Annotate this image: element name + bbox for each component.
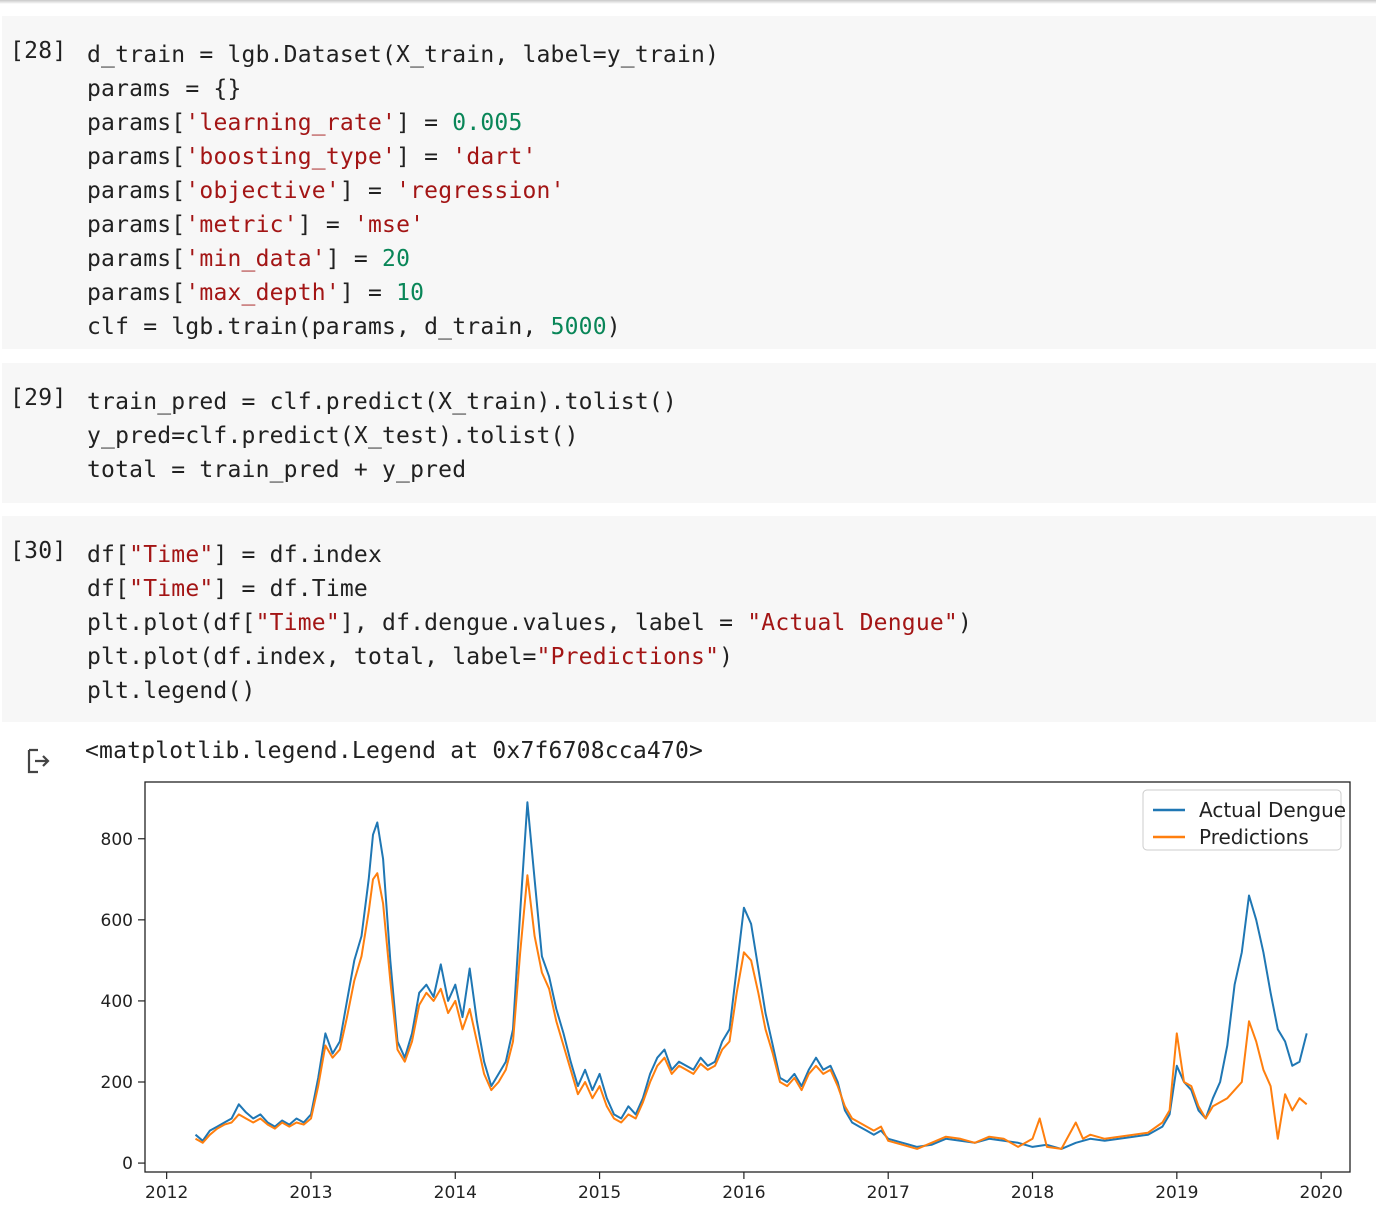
code-line: plt.plot(df.index, total, label="Predict… [87,640,972,674]
code-token: plt.plot(df.index, total, label= [87,644,537,670]
code-line: plt.legend() [87,674,972,708]
code-token: params[ [87,212,186,238]
code-cell-30[interactable]: [30] df["Time"] = df.index df["Time"] = d… [2,516,1376,722]
code-token: 'objective' [185,178,340,204]
code-token: 20 [382,246,411,272]
x-tick-label: 2018 [1011,1183,1054,1203]
x-tick-label: 2017 [867,1183,910,1203]
code-token: 'learning_rate' [185,110,397,136]
code-editor[interactable]: d_train = lgb.Dataset(X_train, label=y_t… [87,38,719,344]
code-token: ], df.dengue.values, label = [339,610,748,636]
code-token: total = train_pred + y_pred [87,457,467,483]
code-token: clf = lgb.train(params, d_train, [87,314,551,340]
code-token: params[ [87,178,186,204]
code-token: params[ [87,246,186,272]
code-token: ] = [396,110,453,136]
x-tick-label: 2016 [722,1183,765,1203]
code-token: 'dart' [452,144,537,170]
code-token: ] = [339,178,397,204]
code-token: 10 [396,280,425,306]
code-token: 'metric' [185,212,298,238]
y-tick-label: 0 [122,1154,133,1174]
code-token: "Time" [129,576,214,602]
y-tick-label: 400 [101,992,133,1012]
code-line: total = train_pred + y_pred [87,453,677,487]
code-line: df["Time"] = df.index [87,538,972,572]
code-token: 'mse' [353,212,425,238]
cell-prompt: [28] [10,38,67,64]
output-text: <matplotlib.legend.Legend at 0x7f6708cca… [85,738,704,764]
y-tick-label: 200 [101,1073,133,1093]
code-token: df[ [87,576,130,602]
code-token: 'regression' [396,178,565,204]
legend: Actual Dengue Predictions [1142,789,1346,851]
code-line: params['boosting_type'] = 'dart' [87,140,719,174]
code-token: ] = df.index [213,542,383,568]
legend-box [1142,789,1342,851]
code-line: df["Time"] = df.Time [87,572,972,606]
code-token: plt.plot(df[ [87,610,256,636]
code-token: ) [606,314,621,340]
code-token: params = {} [87,76,242,102]
code-line: plt.plot(df["Time"], df.dengue.values, l… [87,606,972,640]
x-tick-label: 2012 [145,1183,188,1203]
code-cell-29[interactable]: [29] train_pred = clf.predict(X_train).t… [2,363,1376,503]
code-token: 0.005 [452,110,523,136]
code-token: train_pred = clf.predict(X_train).tolist… [87,389,677,415]
code-cell-28[interactable]: [28] d_train = lgb.Dataset(X_train, labe… [2,16,1376,349]
code-line: train_pred = clf.predict(X_train).tolist… [87,385,677,419]
line-chart: 2012 2013 2014 2015 2016 2017 2018 2019 2020 0 200… [101,781,1351,1203]
code-token: y_pred=clf.predict(X_test).tolist() [87,423,579,449]
code-token: "Predictions" [536,644,720,670]
code-token: ) [957,610,973,636]
series-line-1 [195,872,1308,1150]
y-tick-label: 800 [101,830,133,850]
code-token: params[ [87,144,186,170]
code-editor[interactable]: train_pred = clf.predict(X_train).tolist… [87,385,677,487]
code-token: 'min_data' [185,246,326,272]
code-token: ) [719,644,734,670]
code-token: 'boosting_type' [185,144,397,170]
y-tick-label: 600 [101,911,133,931]
x-tick-label: 2019 [1155,1183,1198,1203]
x-tick-label: 2014 [434,1183,477,1203]
code-token: ] = [297,212,354,238]
top-divider [0,0,1376,4]
series-layer [194,801,1308,1150]
code-line: params['max_depth'] = 10 [87,276,719,310]
code-token: "Time" [129,542,214,568]
code-line: d_train = lgb.Dataset(X_train, label=y_t… [87,38,719,72]
code-token: 5000 [550,314,607,340]
cell-prompt: [29] [10,385,67,411]
output-arrow-icon[interactable] [26,748,52,774]
x-tick-label: 2013 [289,1183,332,1203]
code-token: ] = df.Time [213,576,368,602]
code-token: plt.legend() [87,678,256,704]
code-token: params[ [87,280,186,306]
code-line: params['min_data'] = 20 [87,242,719,276]
x-tick-label: 2015 [578,1183,621,1203]
legend-entry: Actual Dengue [1199,798,1346,822]
code-editor[interactable]: df["Time"] = df.index df["Time"] = df.Tim… [87,538,972,708]
code-token: ] = [325,246,383,272]
code-line: params['learning_rate'] = 0.005 [87,106,719,140]
code-token: df[ [87,542,130,568]
code-line: params['objective'] = 'regression' [87,174,719,208]
code-token: ] = [396,144,453,170]
x-tick-label: 2020 [1300,1183,1343,1203]
code-line: params['metric'] = 'mse' [87,208,719,242]
code-token: d_train = lgb.Dataset(X_train, label=y_t… [87,42,720,68]
legend-entry: Predictions [1199,825,1309,849]
code-token: params[ [87,110,186,136]
code-token: ] = [339,280,397,306]
code-line: y_pred=clf.predict(X_test).tolist() [87,419,677,453]
code-token: "Time" [255,610,340,636]
cell-prompt: [30] [10,538,67,564]
code-line: clf = lgb.train(params, d_train, 5000) [87,310,719,344]
series-line-0 [194,801,1308,1150]
code-token: 'max_depth' [185,280,340,306]
code-line: params = {} [87,72,719,106]
code-token: "Actual Dengue" [747,610,958,636]
